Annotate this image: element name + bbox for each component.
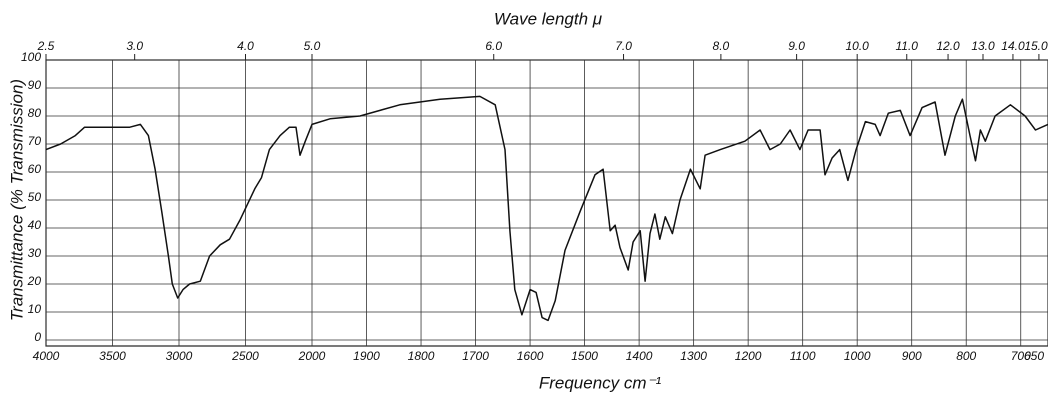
x-tick-label: 1900: [353, 349, 380, 363]
y-tick-label: 30: [28, 246, 42, 260]
top-tick-label: 8.0: [713, 39, 730, 53]
y-tick-label: 90: [28, 78, 42, 92]
top-tick-label: 15.0: [1024, 39, 1048, 53]
plot-frame: [45, 59, 1048, 347]
x-tick-label: 1700: [462, 349, 489, 363]
x-tick-label: 1600: [517, 349, 544, 363]
x-tick-label: 700: [1011, 349, 1031, 363]
y-tick-label: 80: [28, 106, 42, 120]
x-tick-label: 1200: [735, 349, 762, 363]
top-tick-label: 6.0: [485, 39, 502, 53]
top-tick-label: 5.0: [304, 39, 321, 53]
x-tick-label: 1100: [790, 349, 816, 363]
x-tick-label: 2500: [231, 349, 259, 363]
x-tick-label: 4000: [33, 349, 60, 363]
y-tick-label: 50: [28, 190, 42, 204]
x-tick-label: 650: [1024, 349, 1044, 363]
x-axis-label: Frequency cm⁻¹: [539, 373, 662, 392]
top-tick-label: 12.0: [936, 39, 960, 53]
top-tick-label: 13.0: [971, 39, 995, 53]
y-tick-label: 70: [28, 134, 42, 148]
y-tick-label: 20: [27, 274, 42, 288]
top-tick-label: 14.0: [1001, 39, 1025, 53]
top-tick-label: 10.0: [846, 39, 870, 53]
x-tick-label: 1300: [680, 349, 707, 363]
x-tick-label: 3500: [99, 349, 126, 363]
top-tick-label: 9.0: [788, 39, 805, 53]
y-tick-label: 10: [28, 302, 42, 316]
top-tick-label: 4.0: [237, 39, 254, 53]
y-tick-label: 100: [21, 50, 41, 64]
y-tick-label: 40: [28, 218, 42, 232]
y-tick-label: 0: [34, 330, 41, 344]
x-tick-label: 1400: [626, 349, 653, 363]
top-tick-label: 7.0: [615, 39, 632, 53]
y-axis-label: Transmittance (% Transmission): [7, 79, 26, 321]
x-tick-label: 3000: [166, 349, 193, 363]
spectrum-line: [45, 95, 1048, 322]
top-tick-label: 3.0: [126, 39, 143, 53]
top-tick-label: 11.0: [896, 39, 919, 53]
top-tick-label: 2.5: [37, 39, 55, 53]
x-tick-label: 1800: [408, 349, 435, 363]
x-tick-label: 1500: [571, 349, 598, 363]
x-tick-label: 900: [902, 349, 922, 363]
x-tick-label: 2000: [298, 349, 326, 363]
x-tick-label: 800: [956, 349, 976, 363]
top-axis-label: Wave length μ: [494, 9, 603, 28]
x-tick-label: 1000: [844, 349, 871, 363]
y-tick-label: 60: [28, 162, 42, 176]
